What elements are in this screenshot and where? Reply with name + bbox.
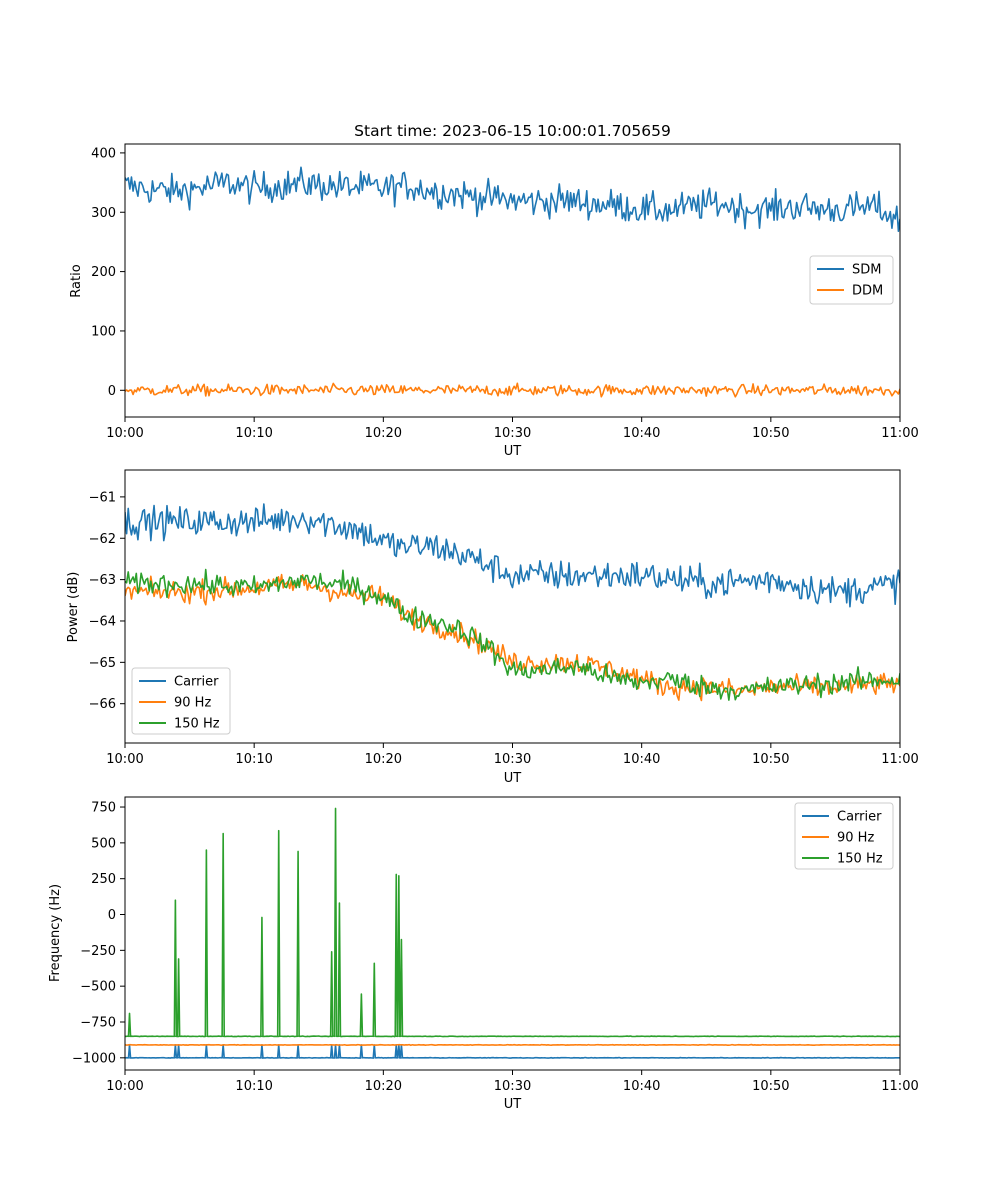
x-tick-label: 10:30: [494, 1079, 531, 1094]
x-tick-label: 10:30: [494, 426, 531, 441]
y-tick-label: 250: [91, 872, 116, 887]
legend-label: Carrier: [837, 810, 882, 825]
series-line-carrier: [125, 503, 900, 608]
y-tick-label: 100: [91, 324, 116, 339]
legend-box: [794, 802, 894, 870]
x-tick-label: 10:20: [365, 426, 402, 441]
y-tick-label: −64: [89, 614, 116, 629]
x-tick-label: 10:10: [235, 752, 272, 767]
y-tick-label: −62: [89, 532, 116, 547]
legend-label: 90 Hz: [837, 831, 874, 846]
legend: Carrier 90 Hz 150 Hz: [794, 802, 894, 870]
legend-label: Carrier: [174, 675, 219, 690]
y-tick-label: −61: [89, 490, 116, 505]
ratio-panel: Start time: 2023-06-15 10:00:01.705659 1…: [69, 122, 919, 459]
y-tick-label: −66: [89, 697, 116, 712]
y-tick-label: −250: [80, 944, 116, 959]
y-tick-label: −65: [89, 656, 116, 671]
x-tick-label: 10:40: [623, 1079, 660, 1094]
y-tick-label: −750: [80, 1015, 116, 1030]
x-tick-label: 10:20: [365, 1079, 402, 1094]
y-tick-label: 400: [91, 146, 116, 161]
ratio-plot-area: 10:00 10:10 10:20 10:30 10:40 10:50 11:00 0 100 2…: [91, 143, 919, 441]
x-axis-label: UT: [504, 771, 522, 786]
chart-title: Start time: 2023-06-15 10:00:01.705659: [354, 122, 671, 140]
power-plot-area: 10:00 10:10 10:20 10:30 10:40 10:50 11:00 −66 −6…: [89, 469, 919, 767]
y-tick-label: −500: [80, 980, 116, 995]
series-group: [125, 166, 900, 398]
series-line-90-hz: [125, 1043, 900, 1047]
x-tick-label: 10:00: [106, 1079, 143, 1094]
legend: Carrier 90 Hz 150 Hz: [131, 667, 231, 735]
legend-box: [131, 667, 231, 735]
x-axis-label: UT: [504, 444, 522, 459]
y-axis-label: Ratio: [69, 264, 84, 297]
y-tick-label: −1000: [72, 1051, 116, 1066]
series-line-carrier: [125, 1044, 900, 1059]
legend-label: 150 Hz: [837, 852, 883, 867]
x-tick-label: 10:40: [623, 752, 660, 767]
x-tick-label: 10:50: [752, 1079, 789, 1094]
x-axis-label: UT: [504, 1097, 522, 1112]
x-tick-label: 11:00: [881, 426, 918, 441]
legend-label: DDM: [852, 284, 883, 299]
y-tick-label: 0: [108, 908, 116, 923]
y-axis-label: Power (dB): [66, 572, 81, 643]
y-tick-label: −63: [89, 573, 116, 588]
x-tick-label: 10:20: [365, 752, 402, 767]
y-tick-label: 300: [91, 206, 116, 221]
frequency-plot-area: 10:00 10:10 10:20 10:30 10:40 10:50 11:00 −1000…: [72, 796, 919, 1094]
x-tick-label: 10:50: [752, 426, 789, 441]
series-group: [125, 807, 900, 1059]
legend-label: 90 Hz: [174, 696, 211, 711]
series-line-150-hz: [125, 568, 900, 701]
plot-frame: [124, 796, 901, 1071]
series-line-90-hz: [125, 573, 900, 702]
y-tick-label: 500: [91, 836, 116, 851]
x-tick-label: 10:50: [752, 752, 789, 767]
x-tick-label: 11:00: [881, 1079, 918, 1094]
x-tick-label: 10:00: [106, 752, 143, 767]
y-tick-label: 750: [91, 801, 116, 816]
x-tick-label: 10:30: [494, 752, 531, 767]
y-tick-label: 200: [91, 265, 116, 280]
power-panel: 10:00 10:10 10:20 10:30 10:40 10:50 11:00 −66 −6…: [66, 469, 919, 786]
y-axis-label: Frequency (Hz): [48, 884, 63, 982]
x-tick-label: 11:00: [881, 752, 918, 767]
x-tick-label: 10:00: [106, 426, 143, 441]
frequency-panel: 10:00 10:10 10:20 10:30 10:40 10:50 11:00 −1000…: [48, 796, 919, 1112]
x-tick-label: 10:10: [235, 1079, 272, 1094]
series-line-sdm: [125, 166, 900, 233]
x-tick-label: 10:40: [623, 426, 660, 441]
series-group: [125, 503, 900, 702]
x-tick-label: 10:10: [235, 426, 272, 441]
y-tick-label: 0: [108, 384, 116, 399]
legend-label: 150 Hz: [174, 717, 220, 732]
legend-label: SDM: [852, 263, 881, 278]
series-line-ddm: [125, 382, 900, 398]
series-line-150-hz: [125, 807, 900, 1038]
legend: SDM DDM: [809, 255, 894, 305]
